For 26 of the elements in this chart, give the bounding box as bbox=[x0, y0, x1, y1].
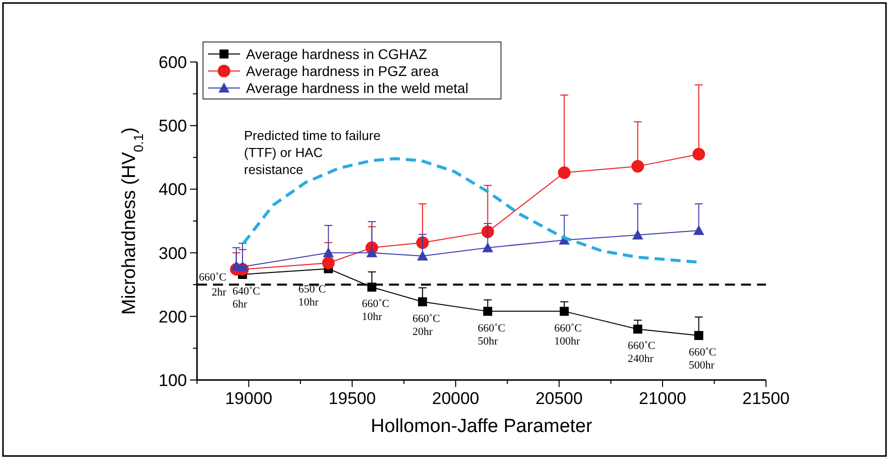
x-tick-label: 19000 bbox=[225, 389, 272, 408]
x-tick-label: 20500 bbox=[535, 389, 583, 408]
annotation: 660˚C 500hr bbox=[688, 346, 716, 372]
annotation: 660˚C 10hr bbox=[362, 298, 390, 324]
annotation: 640˚C 6hr bbox=[232, 285, 260, 310]
legend-label: Average hardness in PGZ area bbox=[246, 63, 439, 79]
annotation: 660˚C 50hr bbox=[478, 322, 506, 348]
legend-label: Average hardness in CGHAZ bbox=[246, 46, 428, 62]
x-tick-label: 19500 bbox=[328, 389, 376, 408]
y-tick-label: 300 bbox=[158, 244, 187, 263]
y-tick-label: 200 bbox=[158, 307, 187, 326]
x-tick-label: 21000 bbox=[638, 389, 686, 408]
annotation: 650˚C 10hr bbox=[298, 284, 326, 309]
annotation: Predicted time to failure (TTF) or HAC resistance bbox=[244, 128, 381, 177]
y-tick-label: 500 bbox=[158, 116, 187, 136]
annotation: 660˚C 2hr bbox=[198, 272, 227, 299]
y-tick-label: 600 bbox=[158, 53, 187, 72]
y-tick-label: 100 bbox=[158, 371, 187, 390]
x-tick-label: 20000 bbox=[432, 389, 480, 408]
annotation: 660˚C 100hr bbox=[554, 322, 582, 348]
legend-label: Average hardness in the weld metal bbox=[246, 80, 468, 96]
y-tick-label: 400 bbox=[158, 180, 187, 200]
annotation: 660˚C 240hr bbox=[628, 340, 656, 366]
x-tick-label: 21500 bbox=[742, 389, 790, 408]
annotation: 660˚C 20hr bbox=[412, 312, 440, 338]
x-axis-title: Hollomon-Jaffe Parameter bbox=[370, 416, 593, 437]
